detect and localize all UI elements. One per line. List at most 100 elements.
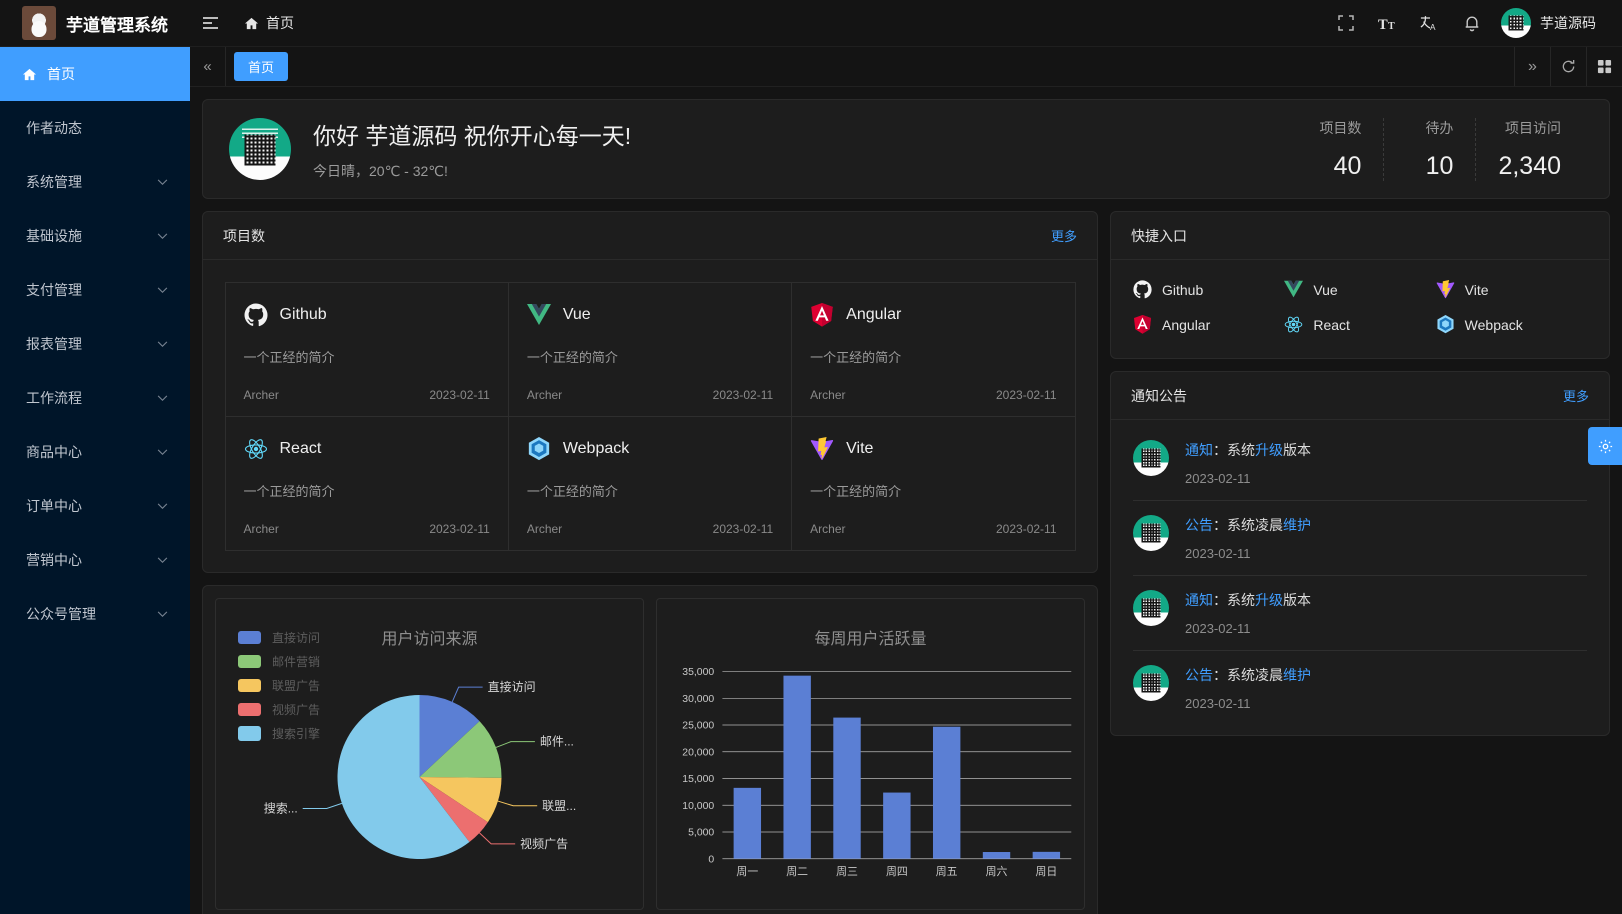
user-menu[interactable]: 芋道源码 <box>1495 0 1606 47</box>
refresh-icon[interactable] <box>1550 47 1586 86</box>
project-card-angular[interactable]: Angular 一个正经的简介 Archer 2023-02-11 <box>791 281 1076 417</box>
list-item[interactable]: 公告：系统凌晨维护 2023-02-11 <box>1133 501 1587 576</box>
pie-slice-label: 直接访问 <box>488 679 536 694</box>
y-axis-tick-label: 0 <box>708 854 714 865</box>
bar[interactable] <box>733 787 762 859</box>
bar[interactable] <box>932 726 961 859</box>
pie-slice[interactable] <box>419 777 502 823</box>
quick-entry-angular[interactable]: Angular <box>1133 315 1284 334</box>
fullscreen-icon[interactable] <box>1327 0 1365 47</box>
quick-entry-vue[interactable]: Vue <box>1284 280 1435 299</box>
notice-more-link[interactable]: 更多 <box>1562 389 1589 404</box>
legend-item[interactable]: 搜索引擎 <box>238 721 320 745</box>
projects-card: 项目数 更多 <box>202 211 1098 573</box>
angular-icon <box>1133 315 1152 334</box>
translate-icon[interactable]: A <box>1411 0 1449 47</box>
menu-icon[interactable] <box>190 0 230 47</box>
projects-title: 项目数 <box>223 227 265 244</box>
bar-chart-canvas[interactable]: 0 5,000 10,000 15,000 20,000 25,000 30,000 35,0… <box>657 649 1084 904</box>
legend-item[interactable]: 直接访问 <box>238 625 320 649</box>
bar[interactable] <box>883 792 911 859</box>
sidebar-item-report[interactable]: 报表管理 <box>0 317 190 371</box>
bar[interactable] <box>1032 851 1061 859</box>
vue-icon <box>526 303 551 327</box>
font-size-icon[interactable]: T T <box>1369 0 1407 47</box>
qr-avatar <box>1133 665 1169 701</box>
pie-slice[interactable] <box>419 721 502 778</box>
project-card-react[interactable]: React 一个正经的简介 Archer 2023-02-11 <box>224 415 509 551</box>
pie-chart-title: 用户访问来源 <box>381 631 478 648</box>
legend-swatch <box>238 654 261 668</box>
legend-item[interactable]: 联盟广告 <box>238 673 320 697</box>
bell-icon[interactable] <box>1453 0 1491 47</box>
chevron-double-right-icon[interactable]: » <box>1514 47 1550 86</box>
pie-leader-line <box>451 686 483 703</box>
stat-todo: 待办 10 <box>1383 117 1475 181</box>
chevron-down-icon <box>157 556 168 564</box>
legend-item[interactable]: 邮件营销 <box>238 649 320 673</box>
github-icon <box>244 303 268 327</box>
project-name: Github <box>279 305 327 323</box>
list-item[interactable]: 通知：系统升级版本 2023-02-11 <box>1133 576 1587 651</box>
quick-entry-body: Github Vue <box>1111 260 1609 358</box>
sidebar-item-home[interactable]: 首页 <box>0 47 190 101</box>
quick-entry-webpack[interactable]: Webpack <box>1436 315 1587 334</box>
pie-slice[interactable] <box>419 777 488 843</box>
page-content: 你好 芋道源码 祝你开心每一天! 今日晴，20℃ - 32℃! 项目数 40 待… <box>190 87 1622 914</box>
project-footer: Archer 2023-02-11 <box>244 388 490 402</box>
project-card-vite[interactable]: Vite 一个正经的简介 Archer 2023-02-11 <box>791 415 1076 551</box>
pie-slice-label: 邮件... <box>540 735 574 749</box>
quick-entry-label: Github <box>1162 281 1204 298</box>
tab-list: 首页 <box>226 47 1514 86</box>
pie-slice-label: 搜索... <box>264 801 298 816</box>
brand-logo[interactable]: 芋道管理系统 <box>0 0 190 47</box>
chevron-double-left-icon[interactable]: « <box>190 47 226 86</box>
bar[interactable] <box>982 852 1011 859</box>
stat-projects: 项目数 40 <box>1291 118 1383 181</box>
stat-visits: 项目访问 2,340 <box>1475 117 1583 181</box>
quick-entry-react[interactable]: React <box>1284 315 1435 334</box>
quick-entry-github[interactable]: Github <box>1133 280 1284 299</box>
grid-icon[interactable] <box>1586 47 1622 86</box>
bar[interactable] <box>833 717 861 859</box>
legend-swatch <box>238 678 261 692</box>
sidebar-item-product[interactable]: 商品中心 <box>0 425 190 479</box>
sidebar-item-order[interactable]: 订单中心 <box>0 479 190 533</box>
pie-slice[interactable] <box>419 695 480 777</box>
tab-home[interactable]: 首页 <box>234 52 289 81</box>
project-author: Archer <box>526 521 563 536</box>
list-item[interactable]: 公告：系统凌晨维护 2023-02-11 <box>1133 651 1587 725</box>
sidebar-item-infra[interactable]: 基础设施 <box>0 209 190 263</box>
y-axis-tick-label: 5,000 <box>688 828 714 839</box>
settings-fab[interactable] <box>1588 427 1622 465</box>
sidebar-item-author-news[interactable]: 作者动态 <box>0 101 190 155</box>
sidebar: 首页 作者动态 系统管理 基础设施 支付管理 <box>0 47 190 914</box>
bar-chart-panel: 每周用户活跃量 0 5,000 10,000 15,000 20,000 25,000 30… <box>656 598 1085 910</box>
sidebar-item-workflow[interactable]: 工作流程 <box>0 371 190 425</box>
notice-title: 通知公告 <box>1131 387 1187 404</box>
pie-leader-line <box>479 832 516 845</box>
legend-item[interactable]: 视频广告 <box>238 697 320 721</box>
x-axis-tick-label: 周六 <box>986 865 1008 878</box>
project-card-vue[interactable]: Vue 一个正经的简介 Archer 2023-02-11 <box>507 281 793 417</box>
sidebar-item-marketing[interactable]: 营销中心 <box>0 533 190 587</box>
project-card-webpack[interactable]: Webpack 一个正经的简介 Archer 2023-02-11 <box>507 415 793 551</box>
quick-entry-vite[interactable]: Vite <box>1436 280 1587 299</box>
project-date: 2023-02-11 <box>712 387 774 402</box>
bar[interactable] <box>783 675 811 859</box>
sidebar-item-label: 作者动态 <box>26 120 82 136</box>
project-card-github[interactable]: Github 一个正经的简介 Archer 2023-02-11 <box>224 281 509 417</box>
sidebar-item-mp[interactable]: 公众号管理 <box>0 587 190 641</box>
weather-text: 今日晴，20℃ - 32℃! <box>313 163 448 179</box>
sidebar-item-label: 系统管理 <box>26 174 82 190</box>
list-item[interactable]: 通知：系统升级版本 2023-02-11 <box>1133 426 1587 501</box>
projects-more-link[interactable]: 更多 <box>1050 229 1077 244</box>
stat-value: 10 <box>1425 151 1454 180</box>
breadcrumb[interactable]: 首页 <box>230 0 308 47</box>
pie-slice[interactable] <box>337 695 470 859</box>
gear-icon <box>1597 438 1614 455</box>
sidebar-item-system[interactable]: 系统管理 <box>0 155 190 209</box>
chevron-down-icon <box>157 502 168 510</box>
sidebar-item-payment[interactable]: 支付管理 <box>0 263 190 317</box>
pie-chart-canvas[interactable]: 直接访问邮件...联盟...视频广告搜索... <box>216 649 643 899</box>
